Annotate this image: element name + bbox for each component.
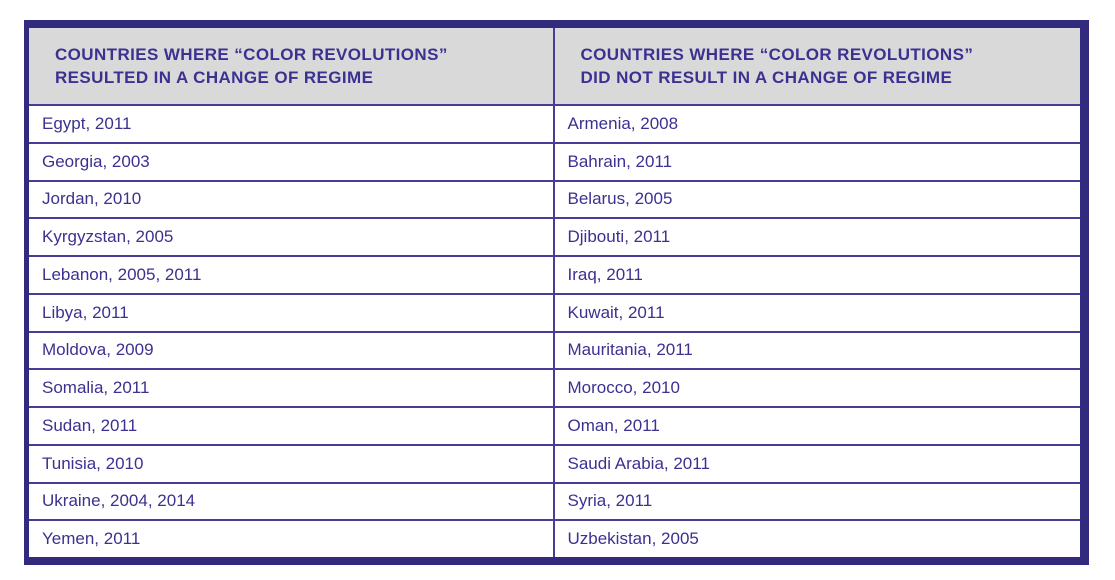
cell-no-regime-change: Kuwait, 2011 (567, 302, 665, 322)
cell-no-regime-change: Bahrain, 2011 (567, 151, 673, 171)
cell-regime-change: Tunisia, 2010 (29, 445, 555, 482)
cell-no-regime-change: Djibouti, 2011 (567, 227, 671, 247)
cell-no-regime-change: Mauritania, 2011 (567, 340, 693, 360)
cell-regime-change: Kyrgyzstan, 2005 (29, 219, 555, 255)
cell-regime-change: Somalia, 2011 (29, 370, 555, 406)
cell-regime-change: Sudan, 2011 (29, 408, 555, 444)
cell-regime-change: Lebanon, 2005, 2011 (29, 257, 555, 293)
cell-no-regime-change: Uzbekistan, 2005 (567, 529, 699, 549)
cell-regime-change: Jordan, 2010 (29, 181, 555, 218)
header-no-regime-change-line2: DID NOT RESULT IN A CHANGE OF REGIME (580, 68, 953, 87)
cell-regime-change: Georgia, 2003 (29, 143, 555, 180)
header-no-regime-change: COUNTRIES WHERE “COLOR REVOLUTIONS” DID … (555, 28, 1081, 104)
table-row: Libya, 2011 Kuwait, 2011 (29, 294, 1080, 333)
table-body: Egypt, 2011 Armenia, 2008 Georgia, 2003 … (29, 106, 1080, 557)
cell-no-regime-change: Belarus, 2005 (567, 189, 673, 209)
cell-no-regime-change: Syria, 2011 (567, 491, 653, 511)
cell-no-regime-change: Oman, 2011 (567, 415, 660, 435)
table-row: Ukraine, 2004, 2014 Syria, 2011 (29, 483, 1080, 522)
table-row: Moldova, 2009 Mauritania, 2011 (29, 332, 1080, 371)
header-no-regime-change-line1: COUNTRIES WHERE “COLOR REVOLUTIONS” (580, 45, 974, 64)
color-revolutions-table: COUNTRIES WHERE “COLOR REVOLUTIONS” RESU… (24, 20, 1089, 565)
cell-no-regime-change: Morocco, 2010 (567, 378, 680, 398)
cell-regime-change: Libya, 2011 (29, 294, 555, 331)
cell-regime-change: Ukraine, 2004, 2014 (29, 483, 555, 520)
table-row: Somalia, 2011 Morocco, 2010 (29, 370, 1080, 408)
cell-no-regime-change: Saudi Arabia, 2011 (567, 453, 710, 473)
table-row: Sudan, 2011 Oman, 2011 (29, 408, 1080, 446)
table-row: Yemen, 2011 Uzbekistan, 2005 (29, 521, 1080, 557)
cell-no-regime-change: Iraq, 2011 (567, 264, 643, 284)
header-regime-change-line2: RESULTED IN A CHANGE OF REGIME (55, 68, 374, 87)
table-row: Georgia, 2003 Bahrain, 2011 (29, 143, 1080, 182)
table-row: Tunisia, 2010 Saudi Arabia, 2011 (29, 445, 1080, 484)
table-row: Kyrgyzstan, 2005 Djibouti, 2011 (29, 219, 1080, 257)
table-header: COUNTRIES WHERE “COLOR REVOLUTIONS” RESU… (29, 28, 1080, 106)
table-row: Jordan, 2010 Belarus, 2005 (29, 181, 1080, 220)
cell-no-regime-change: Armenia, 2008 (567, 113, 679, 133)
cell-regime-change: Yemen, 2011 (29, 521, 555, 557)
header-regime-change: COUNTRIES WHERE “COLOR REVOLUTIONS” RESU… (29, 28, 555, 104)
cell-regime-change: Moldova, 2009 (29, 332, 555, 369)
table-row: Lebanon, 2005, 2011 Iraq, 2011 (29, 257, 1080, 295)
table-row: Egypt, 2011 Armenia, 2008 (29, 106, 1080, 144)
header-regime-change-line1: COUNTRIES WHERE “COLOR REVOLUTIONS” (55, 45, 448, 64)
cell-regime-change: Egypt, 2011 (29, 106, 555, 142)
